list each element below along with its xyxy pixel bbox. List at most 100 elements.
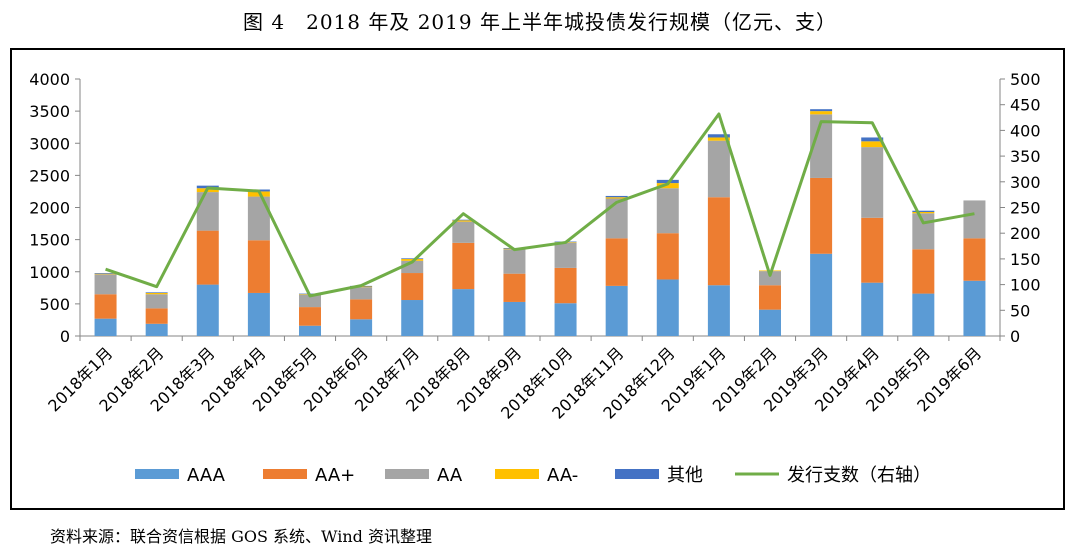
- bar-aaa: [912, 293, 935, 336]
- bar-aaplus: [554, 267, 577, 304]
- bar-aa: [605, 198, 628, 239]
- bar-aaplus: [963, 238, 986, 281]
- bar-aaplus: [94, 294, 117, 319]
- bar-aaminus: [707, 137, 730, 141]
- y-right-tick-label: 450: [1010, 96, 1041, 115]
- bar-aa: [503, 249, 526, 274]
- bar-aaa: [963, 280, 986, 336]
- legend-swatch: [263, 469, 307, 479]
- bar-aa: [707, 140, 730, 198]
- bar-aaminus: [861, 141, 884, 148]
- bar-aaminus: [145, 292, 168, 295]
- bar-aa: [452, 221, 475, 243]
- y-left-tick-label: 0: [60, 327, 70, 346]
- bar-aaminus: [401, 258, 424, 261]
- y-left-tick-label: 4000: [29, 70, 70, 89]
- bar-aaa: [656, 279, 679, 336]
- bar-aaa: [503, 301, 526, 336]
- chart-frame: [10, 48, 1065, 510]
- y-right-tick-label: 100: [1010, 276, 1041, 295]
- bar-aaplus: [656, 233, 679, 280]
- chart-title: 图 4 2018 年及 2019 年上半年城投债发行规模（亿元、支）: [243, 10, 837, 34]
- bar-aaa: [299, 325, 321, 336]
- bar-aaplus: [299, 307, 321, 326]
- bar-aaminus: [452, 220, 475, 222]
- legend-label: 其他: [667, 465, 703, 486]
- legend-label: AA: [437, 465, 463, 486]
- bar-aa: [912, 213, 935, 250]
- y-right-tick-label: 250: [1010, 199, 1041, 218]
- bar-aa: [759, 271, 781, 286]
- y-left-tick-label: 3500: [29, 102, 70, 121]
- legend-label: 发行支数（右轴）: [787, 465, 931, 486]
- bar-aaplus: [912, 249, 935, 294]
- y-left-tick-label: 2500: [29, 166, 70, 185]
- bar-aaa: [401, 300, 424, 336]
- bar-其他: [810, 109, 833, 112]
- y-left-tick-label: 3000: [29, 134, 70, 153]
- y-right-tick-label: 500: [1010, 70, 1041, 89]
- legend-swatch: [135, 469, 179, 479]
- bar-aaplus: [503, 273, 526, 302]
- bar-aaplus: [605, 238, 628, 286]
- bar-aaplus: [759, 285, 781, 310]
- bar-aaminus: [810, 111, 833, 115]
- bar-aaa: [452, 289, 475, 336]
- bar-aaplus: [401, 273, 424, 301]
- y-right-tick-label: 150: [1010, 250, 1041, 269]
- bar-aaplus: [145, 308, 168, 324]
- bar-aaminus: [656, 183, 679, 189]
- bar-其他: [452, 219, 475, 221]
- bar-其他: [912, 210, 935, 212]
- y-right-tick-label: 300: [1010, 173, 1041, 192]
- legend-swatch: [615, 469, 659, 479]
- bar-aa: [350, 287, 373, 300]
- bar-其他: [707, 134, 730, 138]
- bar-aaplus: [707, 197, 730, 286]
- bar-aa: [299, 294, 321, 308]
- bar-其他: [605, 195, 628, 198]
- bar-其他: [145, 292, 168, 293]
- bar-其他: [861, 137, 884, 142]
- bar-aa: [656, 188, 679, 234]
- bar-aaa: [861, 282, 884, 336]
- bar-aaplus: [350, 299, 373, 320]
- legend-label: AA+: [315, 465, 355, 486]
- legend-swatch: [495, 469, 539, 479]
- y-right-tick-label: 50: [1010, 301, 1030, 320]
- bar-其他: [94, 273, 117, 274]
- bar-aaplus: [196, 230, 219, 285]
- bar-aaa: [707, 285, 730, 336]
- issuance-count-line: [105, 112, 975, 298]
- bar-aa: [810, 114, 833, 178]
- bar-aaa: [196, 284, 219, 336]
- bar-aa: [196, 192, 219, 231]
- y-right-tick-label: 200: [1010, 224, 1041, 243]
- bar-aa: [554, 242, 577, 268]
- y-left-tick-label: 1500: [29, 231, 70, 250]
- bar-aaplus: [452, 242, 475, 290]
- bar-aaminus: [605, 197, 628, 199]
- bar-aa: [861, 147, 884, 218]
- legend-label: AA-: [547, 465, 578, 486]
- bar-aa: [94, 274, 117, 295]
- bar-aa: [247, 196, 270, 241]
- legend-label: AAA: [187, 465, 226, 486]
- bar-aaminus: [94, 273, 117, 275]
- bar-aaplus: [810, 177, 833, 254]
- bar-aaa: [810, 253, 833, 336]
- y-right-tick-label: 0: [1010, 327, 1020, 346]
- bar-aaa: [350, 319, 373, 336]
- y-right-tick-label: 400: [1010, 121, 1041, 140]
- bar-其他: [401, 258, 424, 259]
- bar-aaminus: [912, 211, 935, 214]
- bar-aaplus: [861, 217, 884, 283]
- source-note: 资料来源：联合资信根据 GOS 系统、Wind 资讯整理: [50, 527, 432, 546]
- bar-aaa: [554, 303, 577, 336]
- bar-aa: [145, 294, 168, 309]
- bar-aaa: [605, 285, 628, 336]
- bar-aaa: [94, 318, 117, 336]
- y-left-tick-label: 1000: [29, 263, 70, 282]
- bar-aaa: [759, 309, 781, 336]
